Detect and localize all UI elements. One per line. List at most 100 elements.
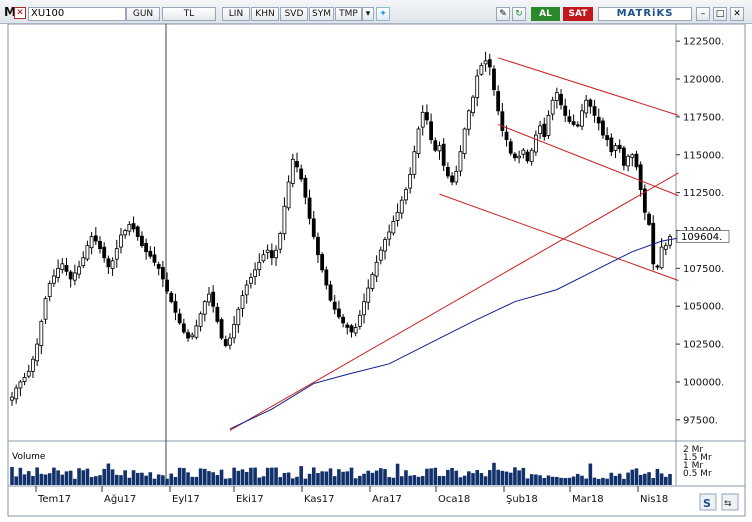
volume-bar — [454, 470, 459, 485]
candle — [135, 225, 140, 241]
double-arrow-icon[interactable]: ⇆ — [724, 499, 732, 509]
volume-bar — [563, 478, 568, 485]
volume-bar — [638, 474, 643, 485]
linear-scale-button[interactable]: LIN — [222, 7, 250, 21]
candle — [378, 246, 383, 265]
volume-bar — [52, 467, 56, 485]
moving-average-line — [229, 237, 679, 430]
candle — [248, 272, 253, 289]
volume-bar — [571, 476, 576, 485]
candle — [638, 161, 643, 197]
symbol-button[interactable]: SYM — [309, 7, 334, 21]
volume-bar — [98, 475, 102, 485]
volume-bar — [307, 473, 312, 485]
volume-bar — [617, 473, 622, 485]
candle — [525, 149, 530, 164]
volume-bar — [182, 468, 186, 485]
close-icon[interactable]: ✕ — [14, 7, 26, 19]
volume-bar — [471, 473, 475, 485]
volume-bar — [18, 467, 23, 485]
candle — [240, 290, 245, 317]
volume-bar — [416, 476, 421, 485]
volume-bar — [496, 469, 500, 485]
time-tick-label: Tem17 — [37, 494, 71, 505]
time-tick-label: Mar18 — [572, 494, 604, 505]
candle — [10, 391, 14, 406]
sell-button[interactable]: SAT — [563, 7, 593, 21]
volume-bar — [391, 477, 396, 485]
candle — [445, 162, 450, 179]
template-button[interactable]: TMP — [335, 7, 362, 21]
volume-bar — [148, 472, 153, 485]
candle — [651, 215, 656, 271]
volume-bar — [462, 475, 467, 485]
volume-bar — [47, 473, 52, 485]
time-tick-label: Oca18 — [438, 494, 470, 505]
minimize-icon[interactable]: – — [696, 7, 710, 21]
maximize-icon[interactable]: □ — [713, 7, 727, 21]
symbol-input[interactable]: XU100 — [28, 7, 126, 21]
volume-bar — [601, 477, 605, 485]
candle — [366, 279, 371, 310]
scroll-arrows-button[interactable] — [721, 493, 739, 511]
currency-button[interactable]: TL — [162, 7, 216, 21]
volume-bar — [127, 477, 132, 485]
candle — [374, 255, 379, 283]
scroll-s-icon[interactable]: S — [703, 497, 711, 510]
chevron-down-icon[interactable]: ▾ — [362, 7, 374, 21]
volume-bar — [161, 475, 165, 485]
volume-bar — [370, 472, 375, 485]
volume-bar — [278, 477, 283, 485]
chart-type-button[interactable]: KHN — [251, 7, 279, 21]
candle — [22, 372, 27, 386]
volume-bar — [89, 477, 94, 485]
candle — [592, 99, 597, 123]
candle — [475, 69, 480, 107]
volume-bar — [320, 471, 324, 485]
edit-icon[interactable]: ✎ — [496, 7, 510, 21]
volume-bar — [311, 467, 316, 485]
candle — [521, 148, 526, 159]
candle — [282, 197, 287, 241]
volume-bar — [26, 471, 31, 485]
volume-bar — [186, 472, 190, 485]
candle — [408, 167, 413, 194]
scroll-s-button[interactable] — [699, 493, 717, 511]
chart-toolbar: M ✕ XU100 GUN TL LIN KHN SVD SYM TMP ▾ ✦… — [0, 0, 752, 24]
support-trendline[interactable] — [229, 172, 679, 431]
candle — [131, 216, 136, 233]
price-tick-label: 97500. — [683, 415, 718, 426]
candle — [617, 139, 622, 153]
period-button[interactable]: GUN — [126, 7, 160, 21]
last-price-label: 109604. — [681, 232, 722, 243]
buy-button[interactable]: AL — [531, 7, 560, 21]
volume-bar — [114, 474, 119, 485]
volume-bar — [655, 468, 660, 485]
menu-logo[interactable]: M — [4, 5, 16, 19]
channel-lower-trendline[interactable] — [439, 193, 679, 281]
channel-upper-trendline[interactable] — [498, 57, 679, 116]
volume-bar — [56, 470, 60, 485]
volume-bar — [22, 474, 27, 485]
volume-bar — [77, 468, 81, 485]
time-tick-label: Eki17 — [236, 494, 264, 505]
candle — [412, 145, 417, 179]
time-tick-label: Ağu17 — [104, 493, 136, 505]
candle — [416, 126, 421, 158]
volume-bar — [211, 472, 215, 485]
price-tick-label: 105000. — [683, 302, 724, 313]
twitter-icon[interactable]: ✦ — [376, 7, 390, 21]
candle — [563, 98, 568, 123]
candle — [357, 310, 362, 330]
price-chart[interactable]: 122500.120000.117500.115000.112500.11000… — [0, 24, 752, 522]
save-button[interactable]: SVD — [280, 7, 308, 21]
window-close-icon[interactable]: ✕ — [730, 7, 744, 21]
candle — [471, 95, 475, 117]
candle — [236, 306, 241, 334]
refresh-icon[interactable]: ↻ — [512, 7, 526, 21]
channel-middle-trendline[interactable] — [497, 123, 679, 197]
candle — [546, 110, 551, 139]
volume-bar — [39, 473, 44, 485]
volume-bar — [286, 472, 291, 485]
candle — [102, 242, 107, 263]
